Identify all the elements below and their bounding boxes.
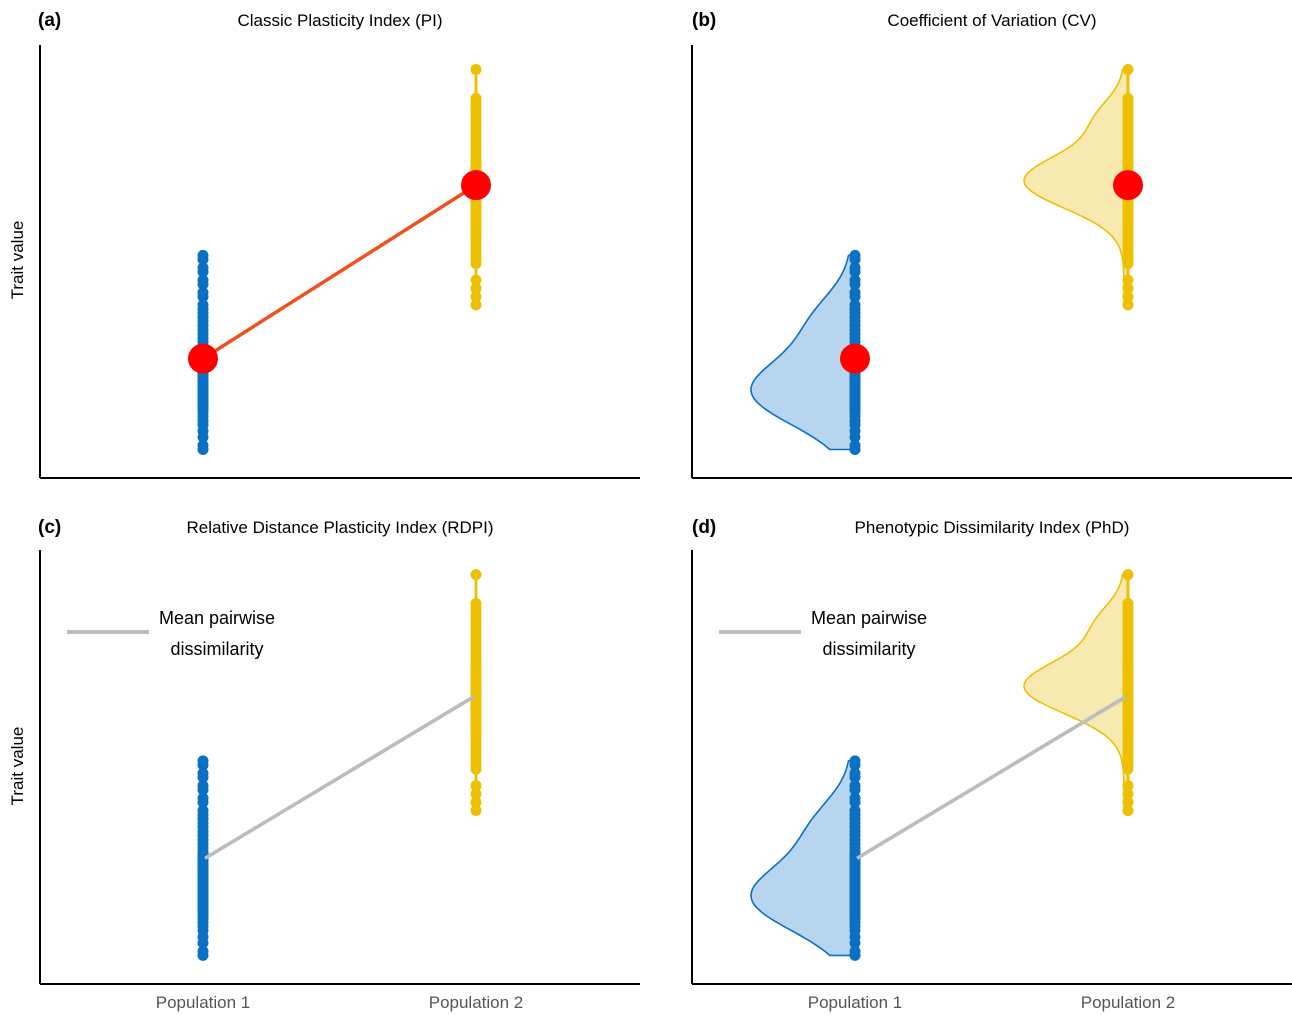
plot-area: [691, 45, 1292, 479]
panel-title: Relative Distance Plasticity Index (RDPI…: [186, 518, 493, 537]
point-population-2: [1122, 282, 1134, 294]
x-tick-label: Population 1: [156, 993, 251, 1012]
point-population-2: [1122, 788, 1134, 800]
point-population-2: [470, 763, 482, 775]
point-population-2: [470, 258, 482, 270]
plot-area: [39, 45, 640, 479]
mean-marker-population-1: [188, 343, 218, 374]
point-population-2: [470, 299, 482, 311]
point-population-1: [849, 937, 861, 949]
point-population-2: [1122, 64, 1134, 75]
point-population-1: [849, 784, 861, 796]
point-population-1: [197, 278, 209, 290]
point-population-2: [1122, 274, 1134, 286]
point-population-1: [197, 937, 209, 949]
x-tick-label: Population 1: [808, 993, 903, 1012]
panel-d: (d) Phenotypic Dissimilarity Index (PhD)…: [691, 517, 1292, 1012]
panel-a: (a) Classic Plasticity Index (PI) Trait …: [8, 10, 640, 479]
point-population-2: [470, 282, 482, 294]
panel-letter: (a): [38, 10, 61, 31]
point-population-1: [849, 254, 861, 265]
plasticity-index-line: [202, 183, 477, 361]
y-axis-label: Trait value: [8, 727, 27, 806]
density-population-2: [1023, 68, 1129, 306]
point-population-1: [197, 759, 209, 771]
point-population-1: [849, 291, 861, 303]
point-population-1: [197, 771, 209, 783]
point-population-1: [849, 796, 861, 808]
point-population-1: [197, 266, 209, 278]
point-population-2: [470, 788, 482, 800]
x-tick-label: Population 2: [1081, 993, 1176, 1012]
point-population-1: [849, 444, 861, 455]
panel-letter: (c): [38, 517, 61, 538]
point-population-2: [1122, 299, 1134, 311]
point-population-2: [470, 796, 482, 808]
point-population-1: [849, 278, 861, 290]
point-population-1: [849, 949, 861, 961]
legend-label: Mean pairwise: [159, 608, 275, 628]
panel-title: Phenotypic Dissimilarity Index (PhD): [855, 518, 1130, 537]
legend-label: dissimilarity: [170, 639, 263, 659]
mean-pairwise-dissimilarity-line-top: [204, 694, 475, 860]
point-population-2: [470, 64, 482, 75]
point-population-1: [197, 444, 209, 455]
point-population-1: [849, 266, 861, 278]
point-population-2: [1122, 569, 1134, 581]
point-population-2: [1122, 796, 1134, 808]
plot-area: Mean pairwise dissimilarity Population 1 Po…: [691, 550, 1292, 1012]
point-population-2: [1122, 258, 1134, 270]
point-population-2: [1122, 780, 1134, 792]
density-population-1: [750, 760, 856, 957]
point-population-1: [849, 759, 861, 771]
plot-area: Mean pairwise dissimilarity Population 1 Po…: [39, 550, 640, 1012]
panel-c: (c) Relative Distance Plasticity Index (…: [8, 517, 640, 1012]
point-population-1: [197, 784, 209, 796]
point-population-1: [197, 949, 209, 961]
point-population-1: [197, 431, 209, 443]
point-population-2: [470, 805, 482, 816]
point-population-2: [470, 569, 482, 581]
point-population-1: [197, 796, 209, 808]
point-population-2: [470, 274, 482, 286]
point-population-1: [849, 431, 861, 443]
point-population-1: [849, 771, 861, 783]
point-population-2: [1122, 291, 1134, 303]
x-tick-label: Population 2: [429, 993, 524, 1012]
panel-title: Coefficient of Variation (CV): [887, 11, 1096, 30]
point-population-1: [197, 291, 209, 303]
point-population-2: [1122, 763, 1134, 775]
panel-letter: (d): [692, 517, 716, 538]
panel-letter: (b): [692, 10, 716, 31]
point-population-2: [470, 780, 482, 792]
mean-marker-population-2: [461, 170, 491, 201]
density-population-1: [750, 254, 856, 451]
legend-label: Mean pairwise: [811, 608, 927, 628]
point-population-2: [470, 291, 482, 303]
point-population-1: [197, 254, 209, 265]
mean-marker-population-2: [1113, 170, 1143, 201]
mean-marker-population-1: [840, 343, 870, 374]
y-axis-label: Trait value: [8, 221, 27, 300]
legend-label: dissimilarity: [822, 639, 915, 659]
panel-title: Classic Plasticity Index (PI): [238, 11, 443, 30]
density-population-2: [1023, 573, 1129, 812]
panel-b: (b) Coefficient of Variation (CV): [691, 10, 1292, 479]
point-population-2: [1122, 805, 1134, 816]
mean-pairwise-dissimilarity-line-top: [856, 694, 1127, 860]
